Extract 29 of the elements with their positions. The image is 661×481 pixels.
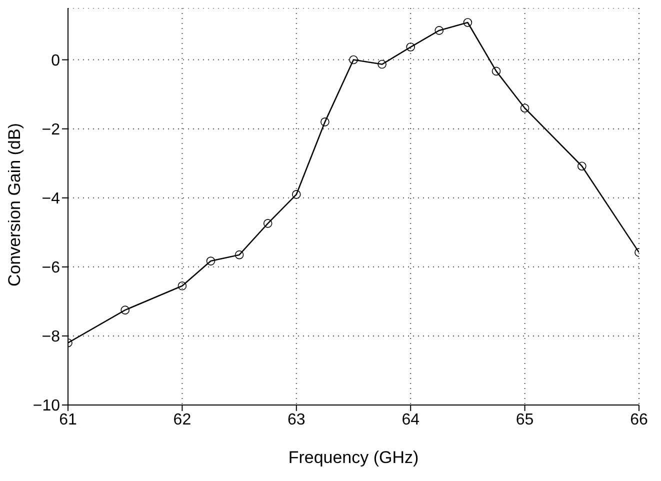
point — [292, 190, 301, 199]
x-axis-title: Frequency (GHz) — [288, 448, 419, 468]
point — [320, 118, 330, 126]
y-axis-title: Conversion Gain (dB) — [5, 123, 24, 286]
x-tick-label: 65 — [516, 411, 534, 428]
y-tick-label: −10 — [32, 398, 60, 415]
y-tick-label: 0 — [51, 52, 60, 70]
point — [463, 18, 472, 27]
x-tick-label: 61 — [59, 411, 77, 428]
point — [263, 219, 272, 228]
y-tick-label: −6 — [42, 260, 60, 277]
point — [120, 306, 130, 314]
point — [520, 104, 530, 113]
point — [206, 256, 216, 266]
x-tick-label: 63 — [288, 411, 306, 428]
x-tick-label: 62 — [173, 411, 192, 428]
point — [578, 162, 586, 171]
point — [378, 60, 386, 69]
point — [434, 26, 444, 35]
x-tick-label: 66 — [630, 411, 648, 428]
x-tick-label: 64 — [402, 411, 420, 428]
point — [234, 250, 244, 260]
point — [349, 55, 358, 64]
y-tick-label: −8 — [42, 328, 60, 346]
point — [406, 42, 415, 52]
point — [178, 282, 187, 290]
y-tick-label: −4 — [42, 190, 60, 208]
point — [492, 66, 501, 76]
y-tick-label: −2 — [42, 122, 60, 139]
